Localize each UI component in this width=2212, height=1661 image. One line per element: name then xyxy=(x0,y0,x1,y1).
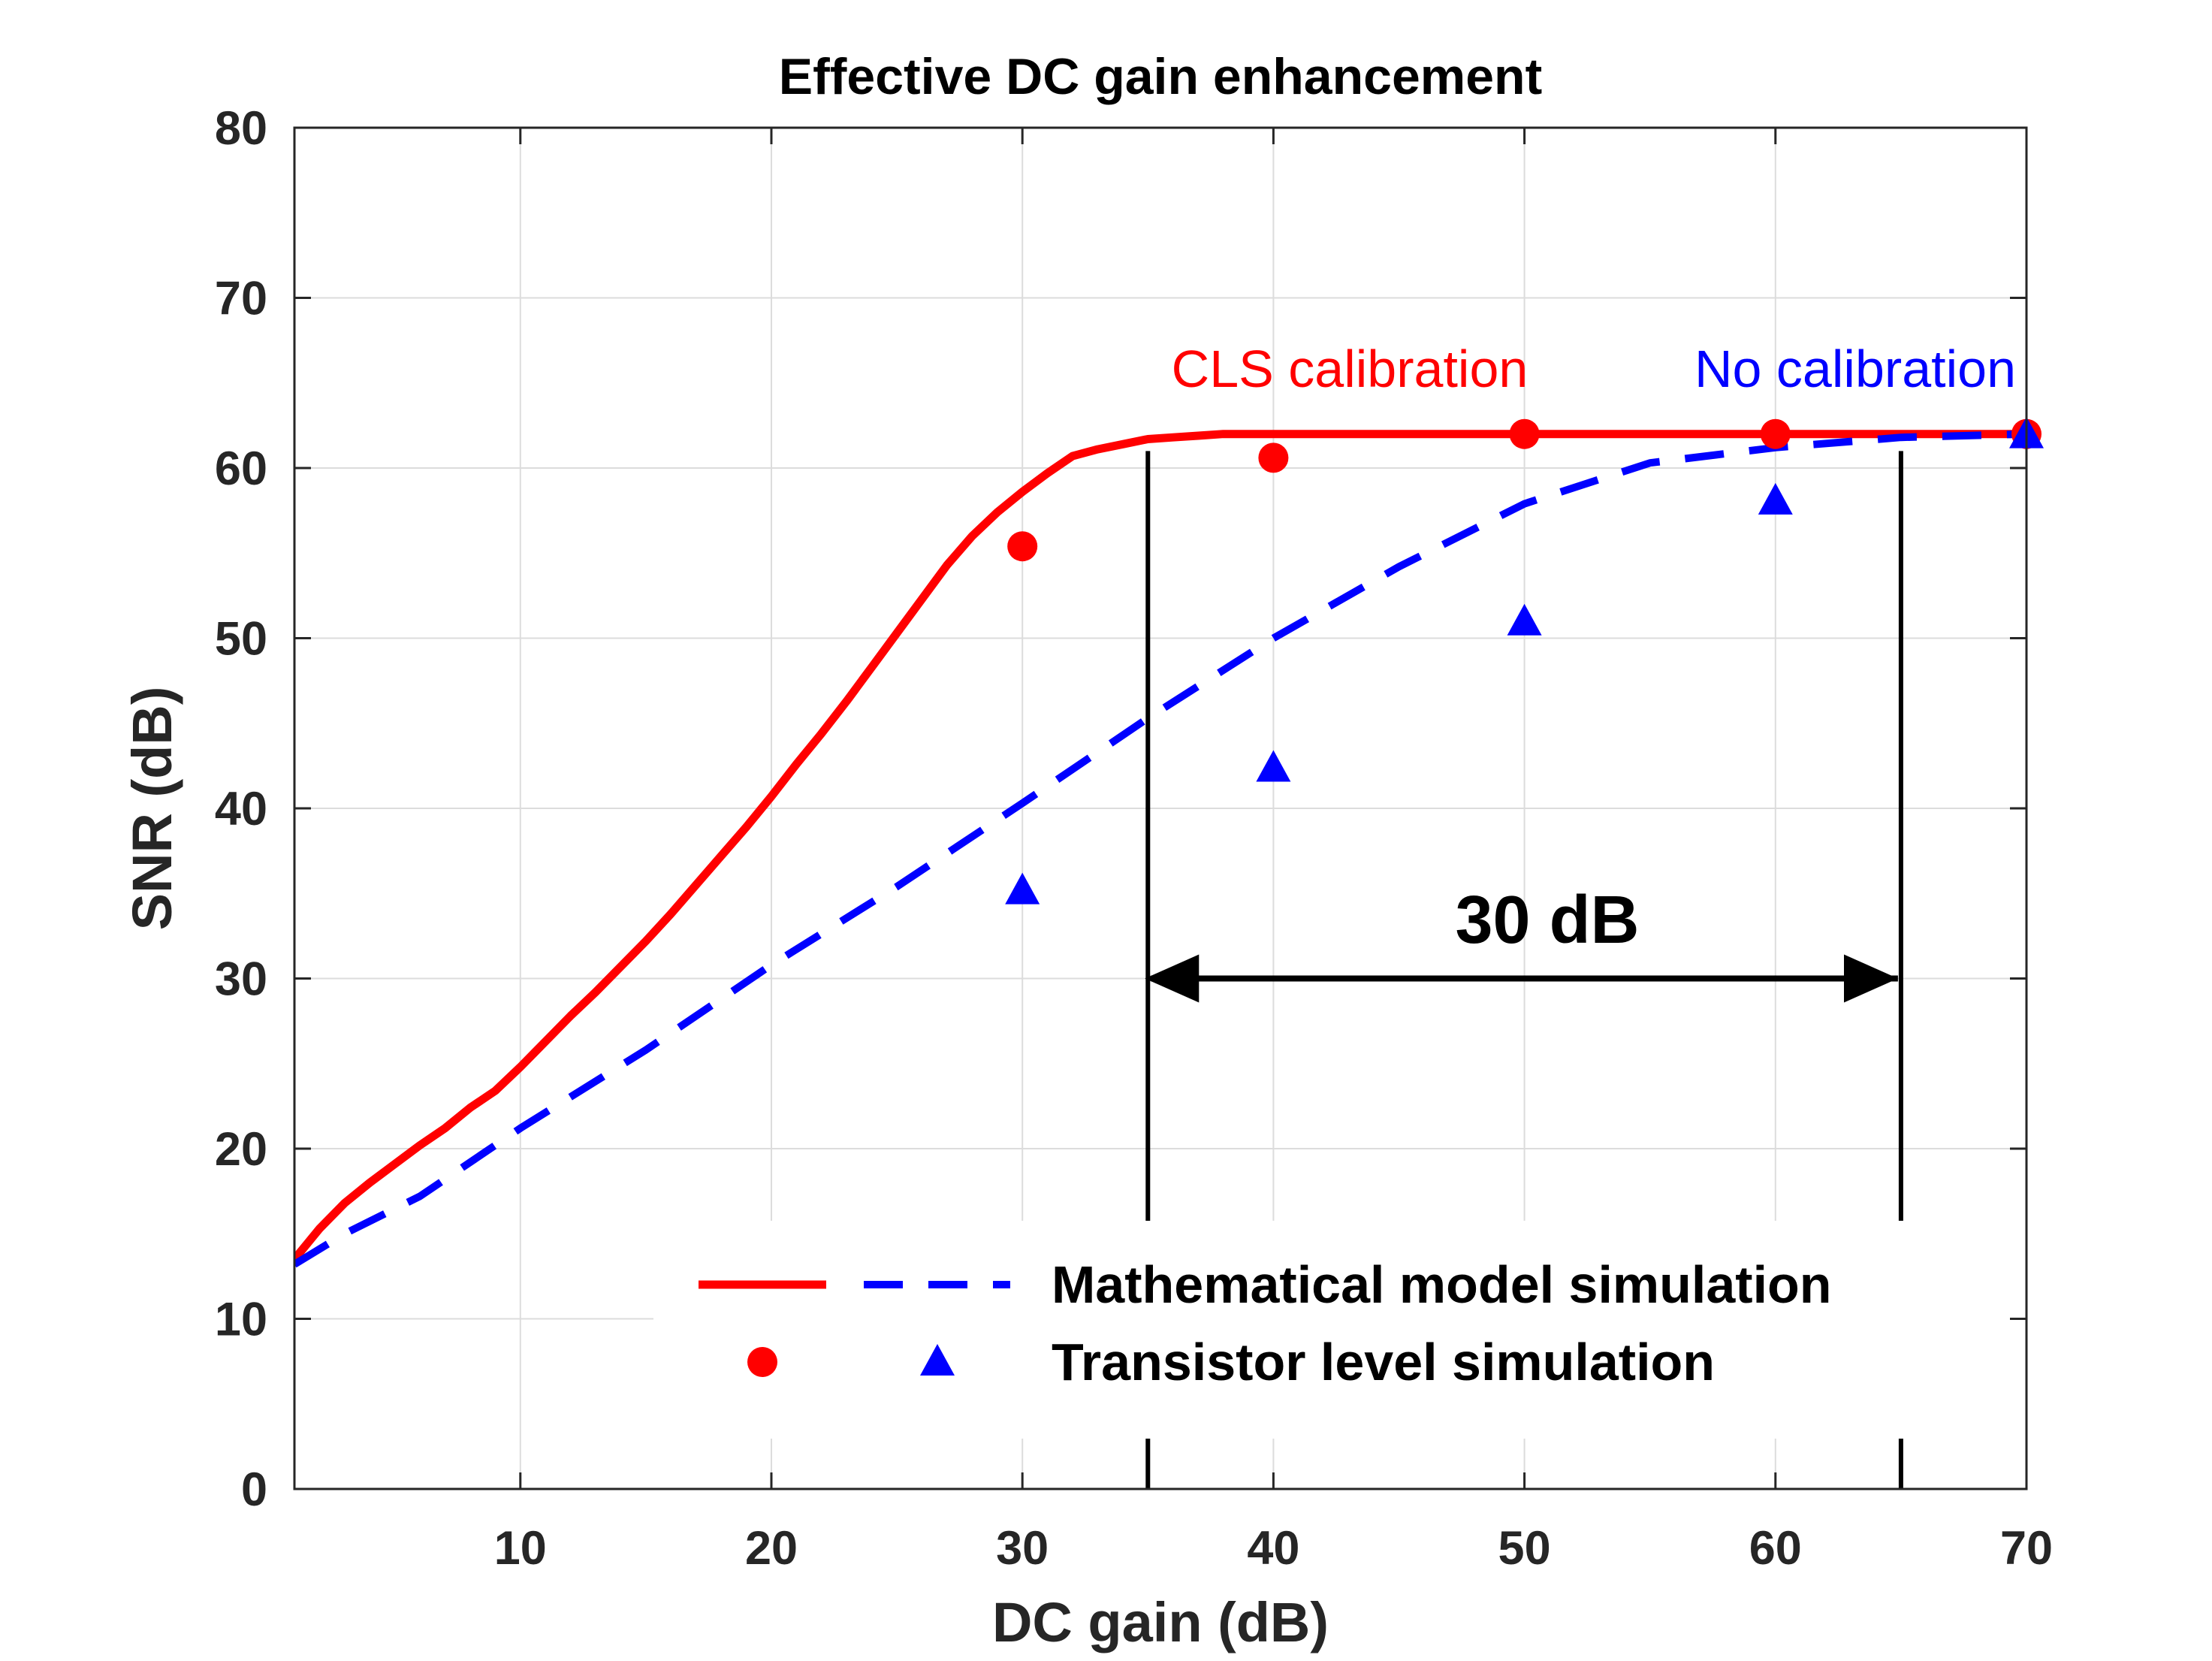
cls-transistor-point xyxy=(1760,418,1791,449)
tick-labels: 10 20 30 40 50 60 70 0 10 20 30 40 50 60 70 80 xyxy=(215,102,2053,1575)
legend-nocal-marker-swatch xyxy=(920,1344,955,1376)
tick-marks xyxy=(294,126,2028,1490)
y-axis-label: SNR (dB) xyxy=(121,687,183,931)
nocal-transistor-point xyxy=(1256,750,1291,782)
x-tick-label: 10 xyxy=(494,1522,547,1575)
y-tick-label: 60 xyxy=(215,442,267,495)
y-tick-label: 50 xyxy=(215,613,267,666)
nocal-model-line xyxy=(294,430,2026,1268)
chart-title: Effective DC gain enhancement xyxy=(779,48,1542,105)
legend-entry-label: Transistor level simulation xyxy=(1052,1333,1715,1391)
x-axis-label: DC gain (dB) xyxy=(992,1591,1329,1653)
x-tick-label: 50 xyxy=(1498,1522,1551,1575)
y-tick-label: 10 xyxy=(215,1294,267,1346)
nocal-transistor-point xyxy=(1005,872,1040,904)
legend: Mathematical model simulation Transistor … xyxy=(653,1221,2020,1439)
x-tick-label: 20 xyxy=(745,1522,798,1575)
cls-transistor-point xyxy=(1258,442,1289,473)
no-calibration-label: No calibration xyxy=(1694,340,2016,398)
x-tick-label: 60 xyxy=(1749,1522,1802,1575)
y-tick-label: 30 xyxy=(215,953,267,1006)
legend-entry-label: Mathematical model simulation xyxy=(1052,1255,1832,1314)
nocal-transistor-point xyxy=(1758,482,1793,515)
x-tick-label: 40 xyxy=(1247,1522,1299,1575)
cls-calibration-label: CLS calibration xyxy=(1172,340,1528,398)
cls-transistor-point xyxy=(1509,418,1540,449)
nocal-transistor-point xyxy=(1507,603,1542,636)
y-tick-label: 20 xyxy=(215,1123,267,1176)
y-tick-label: 80 xyxy=(215,102,267,155)
y-tick-label: 40 xyxy=(215,783,267,835)
legend-box xyxy=(653,1221,2020,1439)
series-lines xyxy=(294,430,2026,1268)
cls-transistor-point xyxy=(1007,531,1038,562)
x-tick-label: 30 xyxy=(996,1522,1049,1575)
y-tick-label: 0 xyxy=(241,1463,267,1516)
cls-model-line xyxy=(294,430,2026,1262)
gap-30db-label: 30 dB xyxy=(1455,883,1639,958)
legend-cls-marker-swatch xyxy=(747,1347,777,1377)
y-tick-label: 70 xyxy=(215,273,267,325)
x-tick-label: 70 xyxy=(2000,1522,2053,1575)
